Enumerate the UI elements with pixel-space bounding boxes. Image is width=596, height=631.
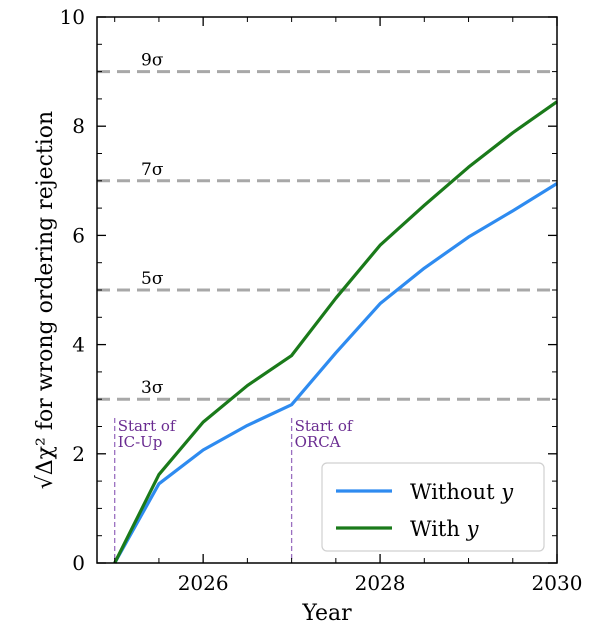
legend-label-var-0: y bbox=[500, 480, 514, 504]
axis-titles: Year √Δχ² for wrong ordering rejection bbox=[33, 111, 352, 626]
y-axis-title: √Δχ² for wrong ordering rejection bbox=[33, 111, 58, 489]
y-tick-label-8: 8 bbox=[72, 114, 85, 138]
x-tick-label-2030: 2030 bbox=[532, 571, 583, 595]
legend-label-0: Without y bbox=[410, 480, 514, 504]
axes: 0 2 4 6 8 10 2026 2028 2030 bbox=[60, 5, 583, 595]
annotation-text-1-1: ORCA bbox=[295, 433, 341, 451]
sigma-label-9: 9σ bbox=[141, 51, 164, 71]
x-axis-title: Year bbox=[301, 601, 352, 626]
x-tick-label-2026: 2026 bbox=[178, 571, 229, 595]
y-tick-label-6: 6 bbox=[72, 223, 85, 247]
sigma-label-7: 7σ bbox=[141, 160, 164, 180]
legend-label-var-1: y bbox=[466, 517, 480, 541]
x-tick-label-2028: 2028 bbox=[355, 571, 406, 595]
y-tick-label-2: 2 bbox=[72, 442, 85, 466]
annotation-text-1-0: Start of bbox=[295, 417, 354, 435]
sigma-reference-lines: 3σ 5σ 7σ 9σ bbox=[97, 51, 557, 401]
legend-label-text-1: With bbox=[410, 517, 467, 541]
y-tick-label-4: 4 bbox=[72, 333, 85, 357]
annotation-text-0-1: IC-Up bbox=[118, 433, 163, 451]
sigma-label-5: 5σ bbox=[141, 269, 164, 289]
legend-label-text-0: Without bbox=[410, 480, 501, 504]
annotation-text-0-0: Start of bbox=[118, 417, 177, 435]
y-tick-label-0: 0 bbox=[72, 551, 85, 575]
y-tick-label-10: 10 bbox=[60, 5, 85, 29]
legend-label-1: With y bbox=[410, 517, 480, 541]
sigma-label-3: 3σ bbox=[141, 378, 164, 398]
